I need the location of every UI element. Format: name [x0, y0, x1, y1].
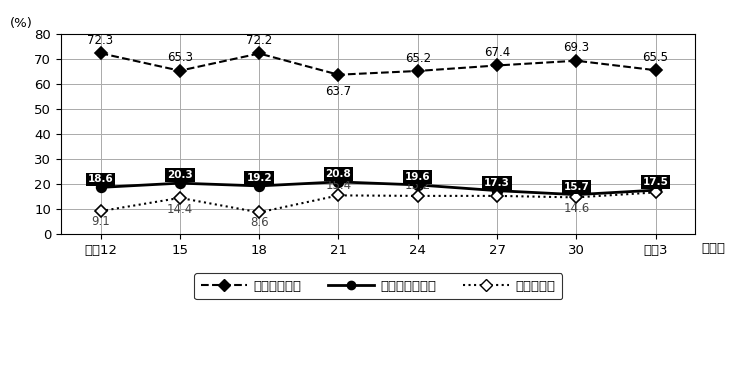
Text: 65.2: 65.2 [405, 52, 431, 65]
Text: 65.5: 65.5 [642, 51, 669, 64]
Text: 16.6: 16.6 [642, 174, 669, 187]
Text: 72.2: 72.2 [246, 34, 272, 47]
Text: 20.8: 20.8 [326, 169, 352, 179]
Text: 20.3: 20.3 [167, 170, 192, 180]
Text: 19.2: 19.2 [246, 173, 272, 183]
Text: 19.6: 19.6 [405, 172, 431, 182]
Text: 69.3: 69.3 [563, 42, 589, 54]
Text: （年）: （年） [702, 242, 726, 255]
Text: 67.4: 67.4 [484, 46, 510, 59]
Text: 14.6: 14.6 [563, 202, 590, 216]
Text: 15.2: 15.2 [405, 179, 431, 192]
Text: 9.1: 9.1 [91, 215, 110, 228]
Text: 15.2: 15.2 [484, 179, 510, 192]
Text: 15.4: 15.4 [326, 179, 352, 192]
Text: 63.7: 63.7 [326, 85, 352, 98]
Text: 14.4: 14.4 [166, 203, 193, 216]
Text: 15.7: 15.7 [563, 182, 589, 192]
Text: 8.6: 8.6 [250, 216, 269, 229]
Text: (%): (%) [10, 17, 33, 30]
Text: 72.3: 72.3 [87, 34, 114, 47]
Text: 65.3: 65.3 [166, 51, 193, 65]
Text: 17.5: 17.5 [642, 177, 668, 187]
Legend: 住み続けたい, よそへ移りたい, わからない: 住み続けたい, よそへ移りたい, わからない [194, 273, 562, 299]
Text: 18.6: 18.6 [87, 174, 113, 184]
Text: 17.3: 17.3 [484, 178, 510, 187]
